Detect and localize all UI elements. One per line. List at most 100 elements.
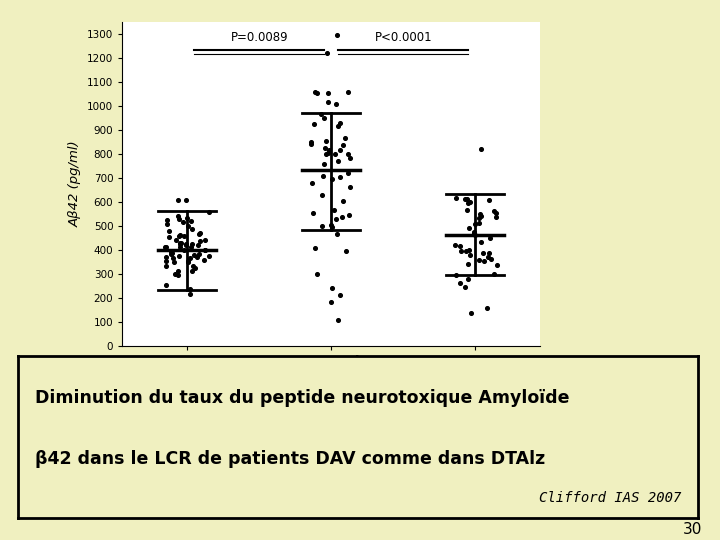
Point xyxy=(182,258,194,266)
Point xyxy=(450,194,462,202)
Point xyxy=(459,282,470,291)
Point xyxy=(331,30,343,39)
Point xyxy=(483,196,495,205)
Point xyxy=(160,262,171,271)
Point xyxy=(463,246,474,255)
Point xyxy=(488,206,500,215)
Point xyxy=(338,141,349,150)
Point xyxy=(163,226,175,235)
Point xyxy=(194,229,206,238)
Point xyxy=(343,211,355,219)
Point xyxy=(186,217,197,226)
Point xyxy=(174,238,186,247)
Point xyxy=(490,208,502,217)
Point xyxy=(311,88,323,97)
Point xyxy=(173,251,184,260)
Point xyxy=(321,49,333,57)
Point xyxy=(166,250,177,259)
Point xyxy=(180,195,192,204)
Point xyxy=(475,211,487,220)
Point xyxy=(193,241,204,249)
Point xyxy=(330,99,341,108)
Point xyxy=(192,253,203,261)
Point xyxy=(473,213,485,222)
Point xyxy=(469,220,481,229)
Point xyxy=(485,255,497,264)
Point xyxy=(169,269,181,278)
Point xyxy=(172,271,184,280)
Point xyxy=(327,174,338,183)
Point xyxy=(454,241,466,250)
Point xyxy=(160,242,171,251)
Point xyxy=(166,248,178,257)
Point xyxy=(324,146,336,154)
Point xyxy=(336,213,348,221)
Point xyxy=(161,253,172,261)
Point xyxy=(315,110,327,119)
Point xyxy=(465,309,477,318)
Point xyxy=(174,231,186,239)
Point xyxy=(305,140,317,149)
Text: 30: 30 xyxy=(683,522,702,537)
Point xyxy=(180,241,192,249)
Point xyxy=(319,144,330,153)
Point xyxy=(462,275,474,284)
Point xyxy=(343,183,355,192)
Y-axis label: Aβ42 (pg/ml): Aβ42 (pg/ml) xyxy=(68,140,81,227)
Text: Clifford IAS 2007: Clifford IAS 2007 xyxy=(539,491,681,505)
Point xyxy=(174,239,186,248)
Point xyxy=(204,207,215,216)
Point xyxy=(311,269,323,278)
Point xyxy=(333,316,344,325)
Point xyxy=(182,222,194,231)
Point xyxy=(309,88,320,97)
Point xyxy=(188,261,199,270)
Point xyxy=(172,212,184,220)
Point xyxy=(342,88,354,97)
Point xyxy=(185,242,197,251)
Point xyxy=(478,256,490,265)
Point xyxy=(172,267,184,275)
Point xyxy=(306,178,318,187)
Point xyxy=(181,214,193,222)
Point xyxy=(316,221,328,230)
Point xyxy=(469,231,481,240)
Point xyxy=(319,113,330,122)
Point xyxy=(172,195,184,204)
Point xyxy=(175,239,186,247)
Point xyxy=(168,258,180,266)
Point xyxy=(485,233,496,242)
Point xyxy=(163,233,175,241)
Point xyxy=(199,235,210,244)
Point xyxy=(317,172,328,180)
Point xyxy=(342,168,354,177)
Point xyxy=(322,89,333,97)
Point xyxy=(174,215,185,224)
Point xyxy=(182,256,194,265)
Point xyxy=(199,245,210,254)
Point xyxy=(464,224,475,233)
Point xyxy=(186,267,198,276)
Point xyxy=(309,244,320,252)
Point xyxy=(490,212,502,221)
Point xyxy=(179,232,190,240)
Point xyxy=(462,260,474,268)
Point xyxy=(330,215,342,224)
Text: P=0.0089: P=0.0089 xyxy=(230,31,288,44)
Point xyxy=(468,228,480,237)
Point xyxy=(473,256,485,265)
Point xyxy=(307,208,319,217)
Point xyxy=(161,256,172,265)
Point xyxy=(173,231,184,240)
Point xyxy=(340,247,351,255)
Point xyxy=(204,252,215,260)
Point xyxy=(326,284,338,292)
Point xyxy=(464,198,476,207)
Point xyxy=(337,196,348,205)
Point xyxy=(340,134,351,143)
Point xyxy=(198,256,210,265)
Point xyxy=(477,249,489,258)
Point xyxy=(161,220,173,228)
Point xyxy=(475,145,487,153)
Point xyxy=(194,249,205,258)
